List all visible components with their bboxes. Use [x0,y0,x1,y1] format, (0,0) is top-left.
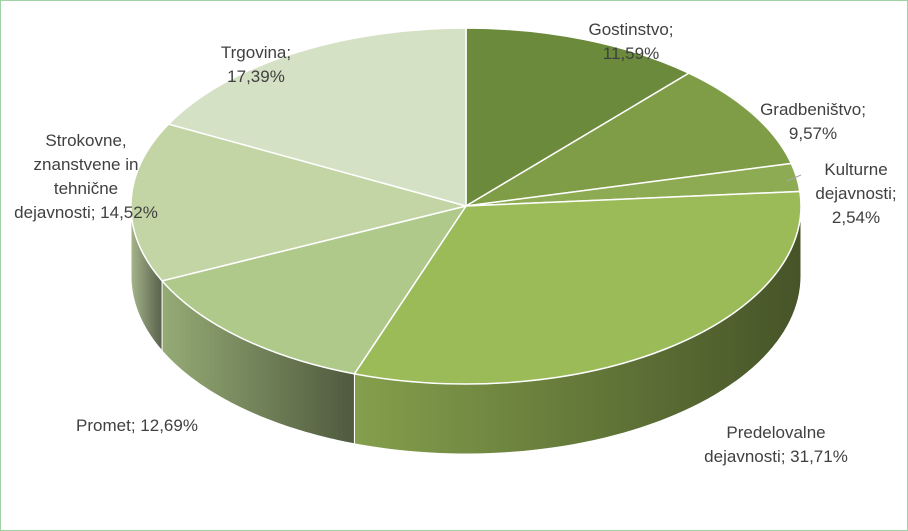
data-label: Trgovina; 17,39% [220,43,292,86]
data-label: Predelovalne dejavnosti; 31,71% [704,423,848,466]
leader-line [786,174,802,182]
slice [160,204,468,375]
data-label: Promet; 12,69% [76,416,198,435]
data-label: Gostinstvo; 11,59% [588,20,674,63]
slice [167,27,467,207]
slice [465,72,793,207]
data-label: Gradbeništvo; 9,57% [760,100,866,143]
slice [353,190,802,385]
slice [130,123,469,282]
slice [465,27,691,208]
data-label: Strokovne, znanstvene in tehnične dejavn… [14,131,158,222]
data-label: Kulturne dejavnosti; 2,54% [815,160,897,227]
